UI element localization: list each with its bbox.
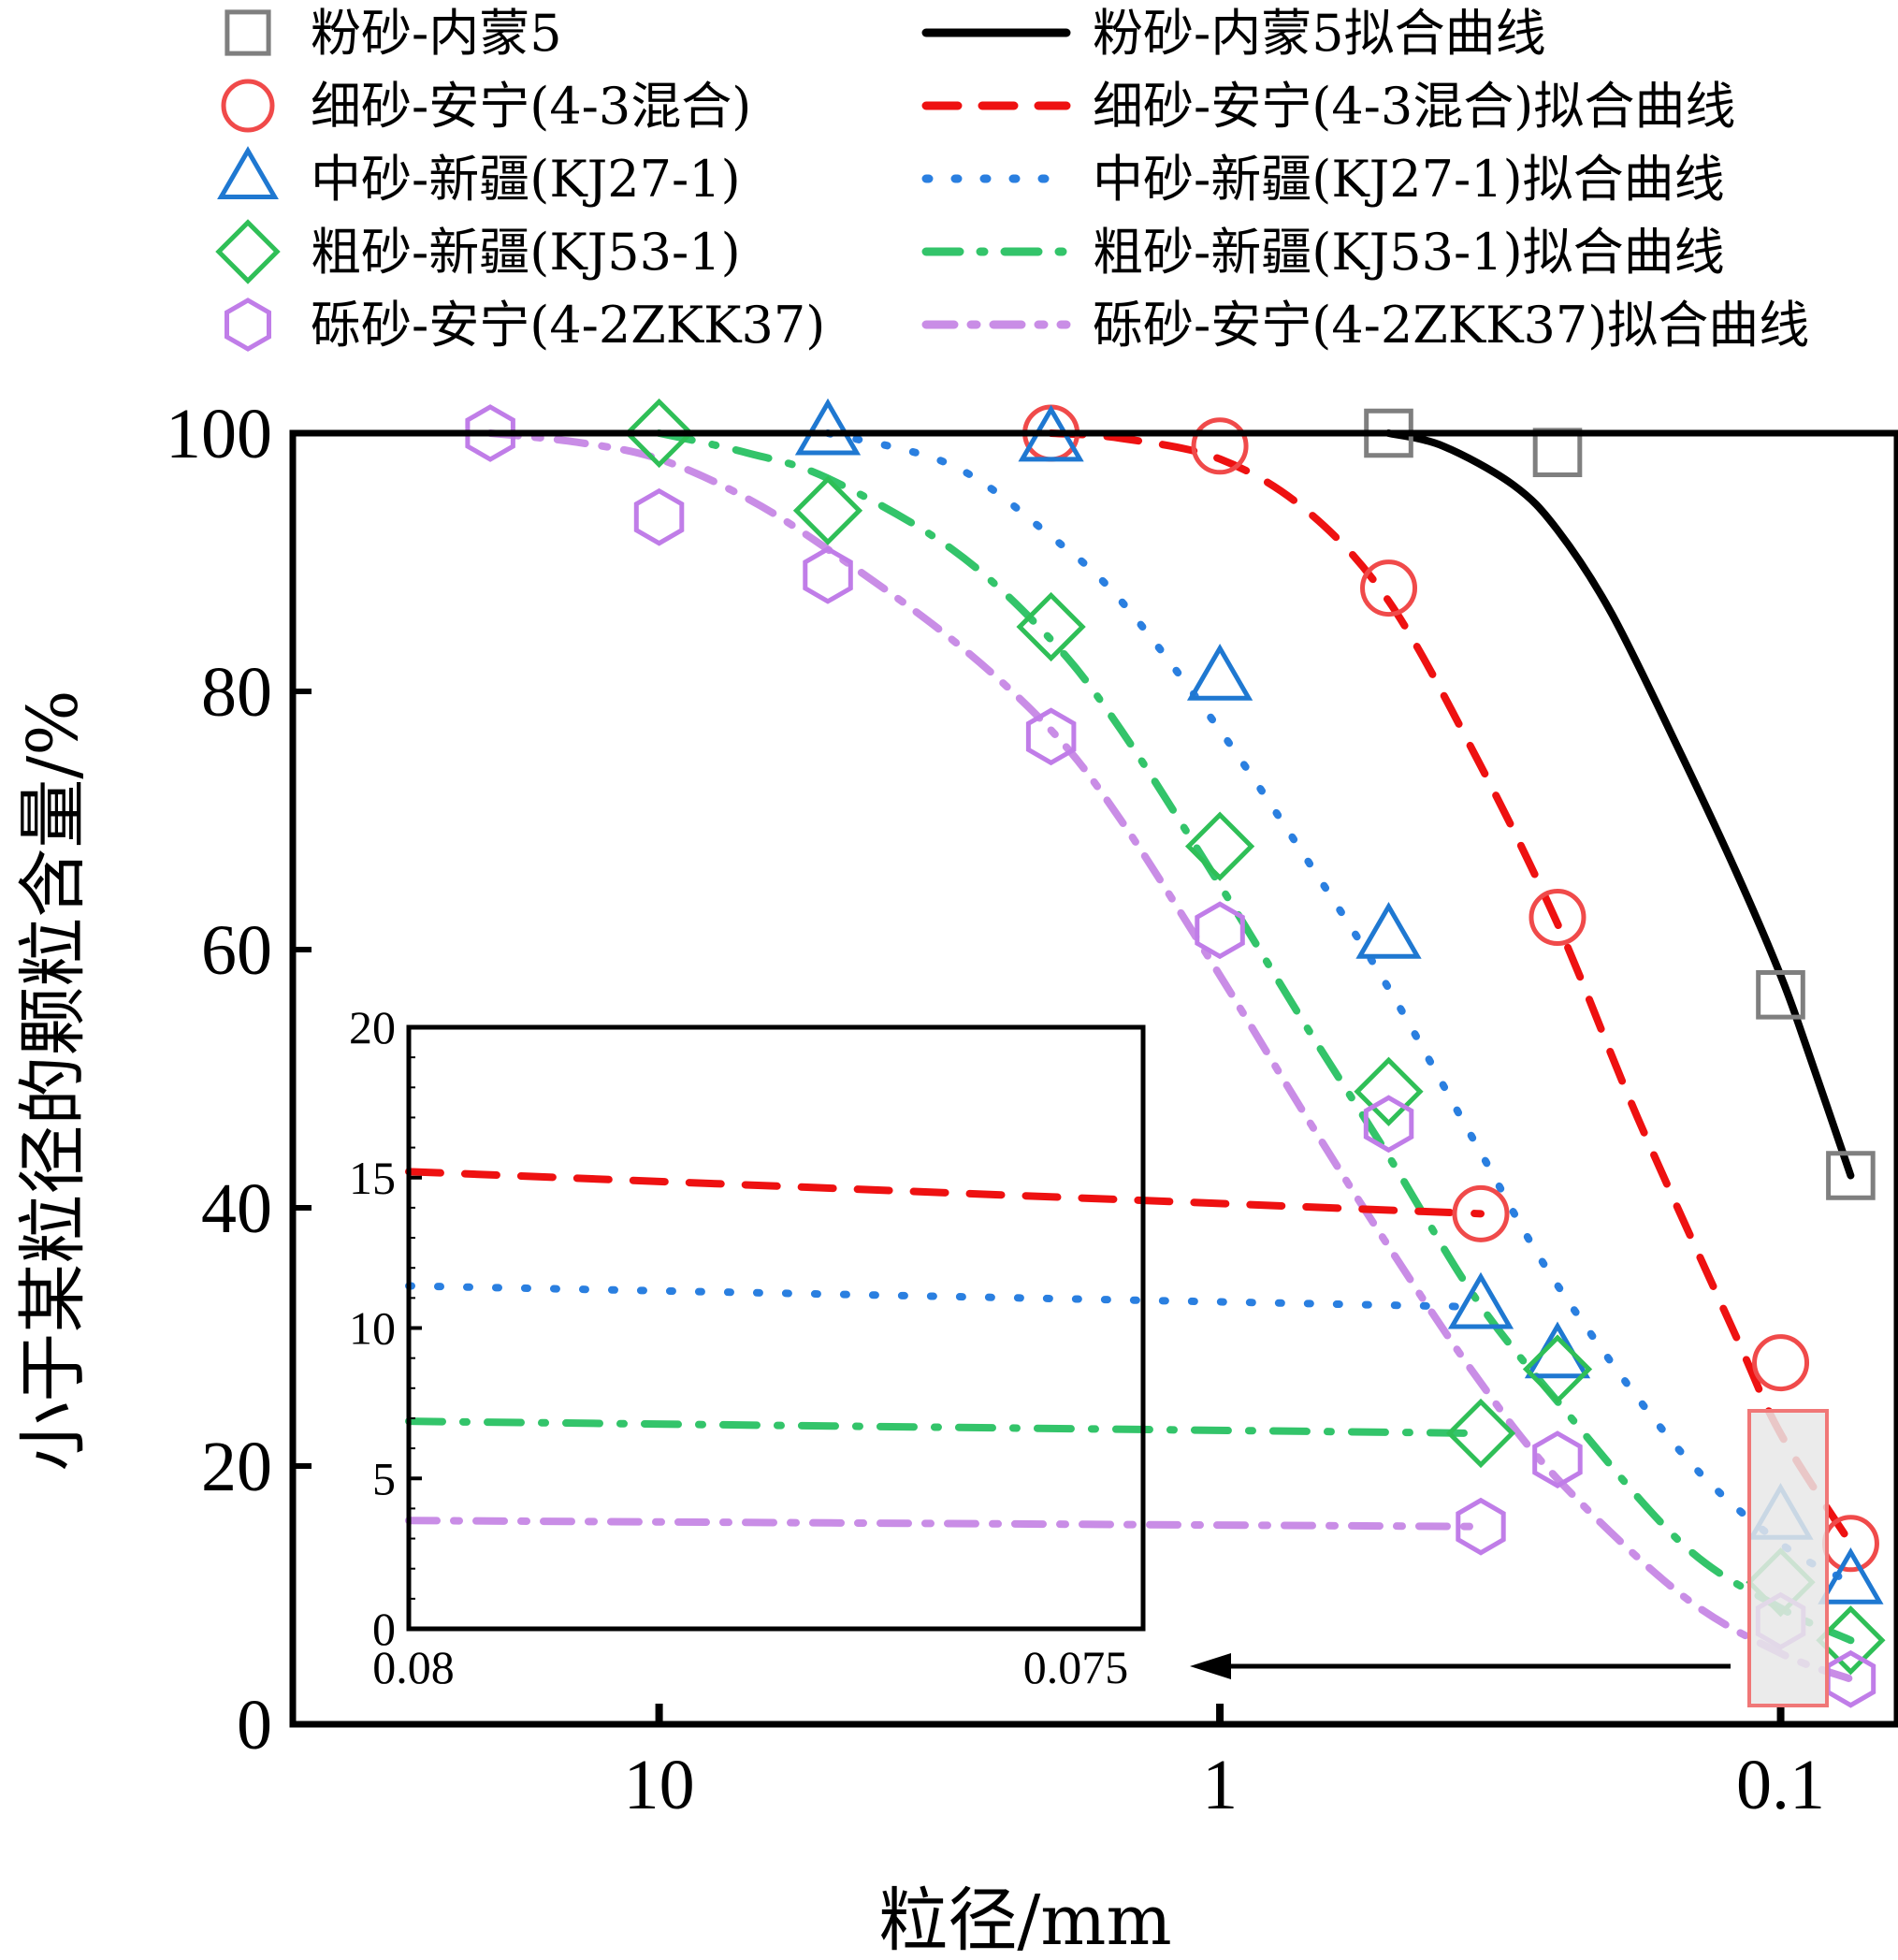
legend-marker-square <box>225 9 271 56</box>
legend-marker-triangle <box>217 146 279 199</box>
inset-fit-curves <box>405 1168 1485 1531</box>
y-axis-title: 小于某粒径的颗粒含量/% <box>13 690 94 1471</box>
legend-fit-label: 粗砂-新疆(KJ53-1)拟合曲线 <box>1093 223 1725 282</box>
inset-fit-line <box>405 1417 1485 1438</box>
inset-y-tick-label: 20 <box>349 1001 396 1053</box>
data-point-diamond <box>792 475 863 545</box>
legend-label: 砾砂-安宁(4-2ZKK37) <box>311 296 825 355</box>
data-point-square <box>1364 408 1413 458</box>
data-point-hexagon <box>1195 901 1245 960</box>
data-point-hexagon <box>1363 1095 1414 1154</box>
zoom-arrow <box>1190 1653 1731 1679</box>
inset-axis-ticks: 0 5 10 15 20 0.08 0.075 <box>349 1001 1128 1693</box>
inset-point-circle <box>1452 1184 1510 1242</box>
legend-fit-label: 粉砂-内蒙5拟合曲线 <box>1093 4 1546 63</box>
inset-y-tick-label: 5 <box>372 1452 396 1504</box>
inset-fit-line <box>405 1517 1485 1531</box>
x-axis-title: 粒径/mm <box>878 1880 1171 1960</box>
inset-point-triangle <box>1447 1271 1514 1329</box>
inset-fit-line <box>405 1282 1485 1311</box>
y-tick-label: 20 <box>201 1428 272 1506</box>
fit-curve <box>655 429 1855 1645</box>
x-tick-label: 1 <box>1202 1746 1238 1824</box>
legend-marker-diamond <box>215 219 281 284</box>
data-point-square <box>1756 970 1805 1020</box>
data-point-hexagon <box>633 487 685 546</box>
data-point-hexagon <box>803 545 853 604</box>
data-point-circle <box>1821 1515 1879 1573</box>
y-tick-label: 40 <box>201 1169 272 1248</box>
x-tick-label: 10 <box>624 1746 695 1824</box>
inset-y-tick-label: 10 <box>349 1302 396 1355</box>
data-point-diamond <box>1816 1605 1886 1676</box>
legend-fit-label: 中砂-新疆(KJ27-1)拟合曲线 <box>1093 150 1725 209</box>
y-tick-label: 60 <box>201 911 272 990</box>
inset-data-points <box>1445 1184 1516 1556</box>
inset-fit-line <box>405 1168 1485 1218</box>
data-point-diamond <box>1522 1334 1593 1404</box>
data-point-diamond <box>1354 1056 1424 1126</box>
data-point-hexagon <box>1025 707 1077 766</box>
y-tick-label: 100 <box>166 395 272 473</box>
data-point-triangle <box>1524 1321 1591 1379</box>
highlight-region <box>1747 1409 1829 1707</box>
data-point-triangle <box>794 398 862 456</box>
plot-frame <box>289 429 1898 1728</box>
data-point-square <box>1826 1151 1876 1200</box>
inset-point-hexagon <box>1456 1497 1506 1556</box>
legend-label: 粉砂-内蒙5 <box>311 4 562 63</box>
inset-x-tick-label: 0.08 <box>372 1641 455 1693</box>
data-point-triangle <box>1186 644 1253 701</box>
legend-fit-label: 砾砂-安宁(4-2ZKK37)拟合曲线 <box>1093 296 1809 355</box>
data-point-hexagon <box>1532 1430 1583 1488</box>
data-point-diamond <box>1184 811 1255 881</box>
data-point-circle <box>1752 1334 1810 1392</box>
fit-curve <box>824 429 1855 1587</box>
inset-background <box>409 1027 1143 1629</box>
fit-curve <box>1384 429 1855 1180</box>
data-point-diamond <box>1016 591 1086 662</box>
data-point-circle <box>1191 417 1249 475</box>
data-point-triangle <box>1818 1547 1884 1604</box>
data-point-square <box>1532 428 1583 477</box>
data-point-triangle <box>1355 902 1422 959</box>
y-tick-label: 0 <box>237 1686 272 1764</box>
y-tick-label: 80 <box>201 653 272 732</box>
inset-y-tick-label: 0 <box>372 1603 396 1655</box>
inset-chart: 0 5 10 15 20 0.08 0.075 <box>349 1001 1516 1693</box>
inset-x-tick-label: 0.075 <box>1023 1641 1129 1693</box>
legend-marker-hexagon <box>225 298 271 352</box>
data-point-circle <box>1529 889 1586 946</box>
fit-curve <box>1047 429 1855 1547</box>
inset-point-diamond <box>1445 1398 1516 1469</box>
data-point-hexagon <box>465 404 515 462</box>
legend-label: 细砂-安宁(4-3混合) <box>311 77 751 136</box>
legend-label: 中砂-新疆(KJ27-1) <box>311 150 741 209</box>
inset-y-tick-label: 15 <box>349 1152 396 1204</box>
x-tick-label: 0.1 <box>1736 1746 1825 1824</box>
legend-marker-circle <box>221 79 275 133</box>
legend-label: 粗砂-新疆(KJ53-1) <box>311 223 741 282</box>
data-point-circle <box>1360 559 1418 617</box>
legend-fit-label: 细砂-安宁(4-3混合)拟合曲线 <box>1093 77 1735 136</box>
data-point-diamond <box>624 398 694 469</box>
